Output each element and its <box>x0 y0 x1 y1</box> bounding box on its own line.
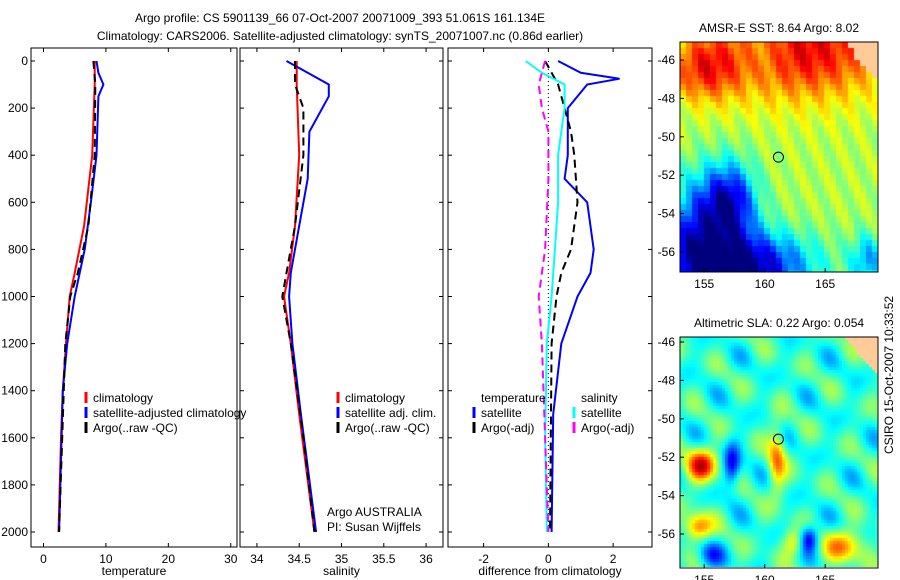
x-axis-label: temperature <box>102 564 167 578</box>
y-tick-label: 1200 <box>1 337 28 351</box>
map-y-tick-label: -50 <box>658 130 676 144</box>
map-x-tick-label: 160 <box>755 277 775 291</box>
argo-location-marker <box>772 433 784 445</box>
y-tick-label: 1400 <box>1 384 28 398</box>
y-tick-label: 400 <box>8 148 28 162</box>
x-axis-label: salinity <box>323 564 360 578</box>
map-x-tick-label: 165 <box>815 277 835 291</box>
series-line-black <box>544 60 579 533</box>
legend-label: Argo(..raw -QC) <box>93 421 178 435</box>
legend-label: satellite adj. clim. <box>345 406 436 420</box>
legend-label: satellite <box>481 406 522 420</box>
y-tick-label: 1000 <box>1 290 28 304</box>
map-y-tick-label: -56 <box>658 245 676 259</box>
map-x-tick-label: 165 <box>815 573 835 580</box>
x-tick-label: 34 <box>250 552 264 566</box>
map-x-tick-label: 155 <box>694 573 714 580</box>
map-frame <box>679 336 879 569</box>
map-y-tick-label: -48 <box>658 91 676 105</box>
legend-label: satellite <box>581 406 622 420</box>
legend-label: climatology <box>345 391 405 405</box>
map-title: Altimetric SLA: 0.22 Argo: 0.054 <box>694 316 864 330</box>
series-line-magenta <box>537 60 550 533</box>
y-tick-label: 800 <box>8 242 28 256</box>
x-tick-label: 2 <box>610 552 617 566</box>
series-line-cyan <box>525 60 566 533</box>
x-tick-label: 36 <box>419 552 433 566</box>
x-tick-label: -2 <box>478 552 489 566</box>
legend-label: Argo(-adj) <box>481 421 534 435</box>
title-line2: Climatology: CARS2006. Satellite-adjuste… <box>97 29 583 43</box>
map-y-tick-label: -50 <box>658 412 676 426</box>
x-tick-label: 20 <box>162 552 176 566</box>
annotation-line1: Argo AUSTRALIA <box>327 505 422 519</box>
legend-header-temperature: temperature <box>481 391 546 405</box>
legend-header-salinity: salinity <box>581 391 618 405</box>
series-line-black <box>58 60 97 533</box>
x-tick-label: 0 <box>545 552 552 566</box>
map-x-tick-label: 160 <box>755 573 775 580</box>
annotation-line2: PI: Susan Wijffels <box>327 520 421 534</box>
map-y-tick-label: -54 <box>658 489 676 503</box>
x-tick-label: 35.5 <box>372 552 396 566</box>
y-tick-label: 600 <box>8 195 28 209</box>
y-tick-label: 1600 <box>1 431 28 445</box>
legend-label: Argo(..raw -QC) <box>345 421 430 435</box>
map-y-tick-label: -52 <box>658 168 676 182</box>
axes-box-0 <box>30 47 238 548</box>
y-tick-label: 1800 <box>1 478 28 492</box>
y-tick-label: 0 <box>21 54 28 68</box>
map-frame <box>679 41 879 273</box>
x-tick-label: 30 <box>224 552 238 566</box>
timestamp-label: CSIRO 15-Oct-2007 10:33:52 <box>882 296 896 454</box>
x-axis-label: difference from climatology <box>478 564 621 578</box>
legend-label: satellite-adjusted climatology <box>93 406 246 420</box>
y-tick-label: 200 <box>8 101 28 115</box>
argo-location-marker <box>772 151 784 163</box>
legend-label: Argo(-adj) <box>581 421 634 435</box>
series-line-red <box>282 61 316 533</box>
x-tick-label: 35 <box>335 552 349 566</box>
axes-box-1 <box>239 47 444 548</box>
map-y-tick-label: -52 <box>658 450 676 464</box>
y-tick-label: 2000 <box>1 525 28 539</box>
map-title: AMSR-E SST: 8.64 Argo: 8.02 <box>699 21 859 35</box>
series-line-blue <box>286 60 330 533</box>
title-line1: Argo profile: CS 5901139_66 07-Oct-2007 … <box>135 11 545 25</box>
sst-map <box>680 42 878 272</box>
series-line-red <box>57 61 96 533</box>
series-line-blue <box>58 60 105 533</box>
x-tick-label: 34.5 <box>288 552 312 566</box>
x-tick-label: 0 <box>40 552 47 566</box>
legend-label: climatology <box>93 391 153 405</box>
map-y-tick-label: -46 <box>658 53 676 67</box>
map-y-tick-label: -56 <box>658 527 676 541</box>
map-y-tick-label: -46 <box>658 335 676 349</box>
x-tick-label: 10 <box>99 552 113 566</box>
axes-box-2 <box>447 47 653 548</box>
map-x-tick-label: 155 <box>694 277 714 291</box>
map-y-tick-label: -48 <box>658 373 676 387</box>
sla-map <box>680 337 878 567</box>
map-y-tick-label: -54 <box>658 207 676 221</box>
